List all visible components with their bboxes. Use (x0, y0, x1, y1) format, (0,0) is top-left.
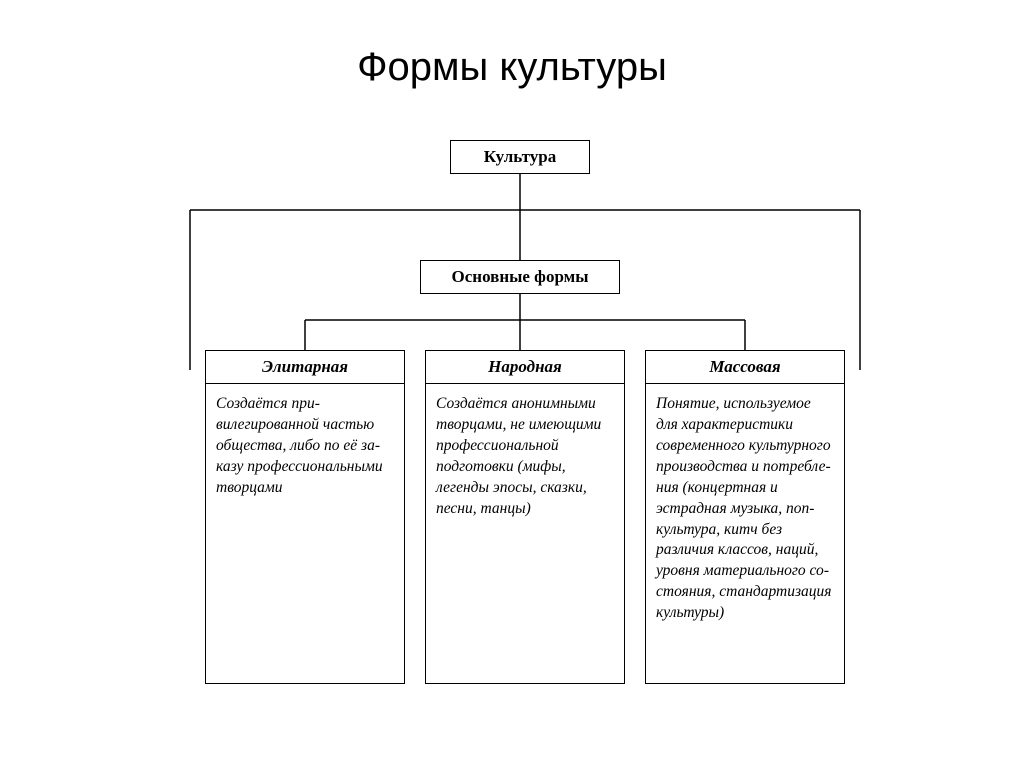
columns-row: Элитарная Создаётся при­вилегированной ч… (205, 350, 845, 684)
column-header: Народная (425, 350, 625, 384)
column-narodnaya: Народная Создаётся ано­нимными твор­цами… (425, 350, 625, 684)
column-body: Понятие, используе­мое для характерис­ти… (645, 384, 845, 684)
column-body: Создаётся при­вилегированной частью обще… (205, 384, 405, 684)
column-header: Элитарная (205, 350, 405, 384)
root-node: Культура (450, 140, 590, 174)
column-elitarnaya: Элитарная Создаётся при­вилегированной ч… (205, 350, 405, 684)
column-massovaya: Массовая Понятие, используе­мое для хара… (645, 350, 845, 684)
column-header: Массовая (645, 350, 845, 384)
column-body: Создаётся ано­нимными твор­цами, не имею… (425, 384, 625, 684)
connector-lines (160, 140, 880, 370)
subheading-node: Основные формы (420, 260, 620, 294)
page-title: Формы культуры (0, 0, 1024, 90)
